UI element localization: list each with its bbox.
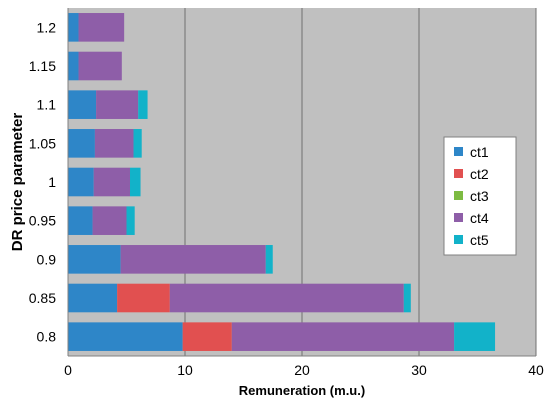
bar-ct5-1 bbox=[130, 167, 141, 197]
bar-ct5-0.9 bbox=[265, 245, 273, 274]
legend-label-ct2: ct2 bbox=[470, 166, 489, 182]
y-tick-label: 1.15 bbox=[29, 58, 56, 74]
y-tick-label: 1 bbox=[48, 174, 56, 190]
bar-ct4-0.95 bbox=[92, 206, 127, 235]
y-tick-label: 0.95 bbox=[29, 213, 56, 229]
bar-ct1-0.8 bbox=[68, 322, 183, 351]
x-tick-labels: 0 10 20 30 40 bbox=[64, 362, 544, 378]
y-tick-label: 0.8 bbox=[37, 329, 57, 345]
bar-ct1-1 bbox=[68, 167, 94, 197]
bar-ct5-0.95 bbox=[126, 206, 135, 235]
x-tick-label: 40 bbox=[528, 362, 544, 378]
bar-ct1-1.2 bbox=[68, 13, 79, 42]
bar-ct4-1.15 bbox=[78, 51, 122, 81]
bar-ct1-1.05 bbox=[68, 129, 95, 158]
bar-ct2-0.85 bbox=[117, 283, 170, 313]
legend-swatch-ct2 bbox=[454, 169, 463, 178]
legend-label-ct1: ct1 bbox=[470, 144, 489, 160]
bar-ct4-1.1 bbox=[96, 90, 139, 119]
y-tick-label: 1.2 bbox=[37, 19, 57, 35]
bar-ct5-1.05 bbox=[133, 129, 142, 158]
bars bbox=[68, 13, 496, 351]
bar-ct4-0.9 bbox=[120, 245, 266, 274]
x-tick-label: 30 bbox=[411, 362, 427, 378]
bar-ct4-0.85 bbox=[169, 283, 404, 313]
legend-swatch-ct1 bbox=[454, 147, 463, 156]
bar-ct5-1.1 bbox=[138, 90, 148, 119]
y-axis-label: DR price parameter bbox=[9, 113, 26, 252]
bar-ct1-0.9 bbox=[68, 245, 121, 274]
y-tick-label: 0.85 bbox=[29, 290, 56, 306]
legend-swatch-ct3 bbox=[454, 191, 463, 200]
y-tick-labels: 0.8 0.85 0.9 0.95 1 1.05 1.1 1.15 1.2 bbox=[29, 19, 56, 344]
bar-ct5-0.8 bbox=[454, 322, 496, 351]
x-tick-label: 10 bbox=[177, 362, 193, 378]
legend: ct1 ct2 ct3 ct4 ct5 bbox=[443, 136, 517, 256]
x-tick-label: 20 bbox=[294, 362, 310, 378]
x-tick-label: 0 bbox=[64, 362, 72, 378]
y-tick-label: 1.1 bbox=[37, 97, 57, 113]
bar-ct1-0.85 bbox=[68, 283, 118, 313]
y-tick-label: 0.9 bbox=[37, 251, 57, 267]
bar-ct1-0.95 bbox=[68, 206, 93, 235]
legend-label-ct3: ct3 bbox=[470, 188, 489, 204]
x-axis-label: Remuneration (m.u.) bbox=[239, 383, 365, 398]
bar-ct4-1.05 bbox=[94, 129, 134, 158]
legend-label-ct4: ct4 bbox=[470, 210, 489, 226]
bar-ct1-1.15 bbox=[68, 51, 79, 81]
bar-ct4-0.8 bbox=[231, 322, 455, 351]
y-tick-label: 1.05 bbox=[29, 135, 56, 151]
bar-ct4-1.2 bbox=[78, 13, 125, 42]
bar-ct2-0.8 bbox=[182, 322, 232, 351]
legend-label-ct5: ct5 bbox=[470, 232, 489, 248]
legend-swatch-ct4 bbox=[454, 213, 463, 222]
bar-ct1-1.1 bbox=[68, 90, 97, 119]
bar-ct4-1 bbox=[93, 167, 131, 197]
bar-ct5-0.85 bbox=[403, 283, 411, 313]
legend-swatch-ct5 bbox=[454, 235, 463, 244]
